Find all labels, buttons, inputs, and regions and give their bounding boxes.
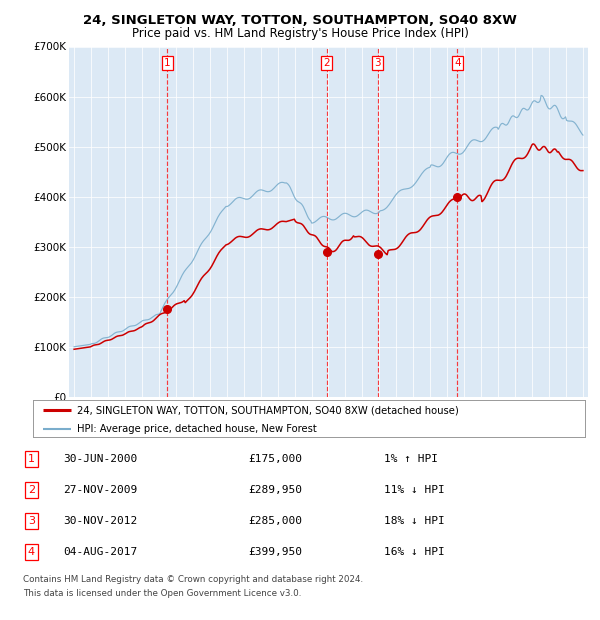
Text: HPI: Average price, detached house, New Forest: HPI: Average price, detached house, New … xyxy=(77,424,317,434)
Text: 30-JUN-2000: 30-JUN-2000 xyxy=(64,454,138,464)
Text: 3: 3 xyxy=(28,516,35,526)
Text: 24, SINGLETON WAY, TOTTON, SOUTHAMPTON, SO40 8XW (detached house): 24, SINGLETON WAY, TOTTON, SOUTHAMPTON, … xyxy=(77,405,459,415)
Text: 3: 3 xyxy=(374,58,381,68)
Text: 18% ↓ HPI: 18% ↓ HPI xyxy=(384,516,445,526)
Text: £285,000: £285,000 xyxy=(248,516,302,526)
Text: £399,950: £399,950 xyxy=(248,547,302,557)
Text: 2: 2 xyxy=(28,485,35,495)
Text: 2: 2 xyxy=(323,58,330,68)
Text: 4: 4 xyxy=(454,58,461,68)
Text: Contains HM Land Registry data © Crown copyright and database right 2024.: Contains HM Land Registry data © Crown c… xyxy=(23,575,363,585)
Text: 1: 1 xyxy=(164,58,170,68)
Text: 1: 1 xyxy=(28,454,35,464)
Text: 27-NOV-2009: 27-NOV-2009 xyxy=(64,485,138,495)
Text: 16% ↓ HPI: 16% ↓ HPI xyxy=(384,547,445,557)
Text: 11% ↓ HPI: 11% ↓ HPI xyxy=(384,485,445,495)
Text: Price paid vs. HM Land Registry's House Price Index (HPI): Price paid vs. HM Land Registry's House … xyxy=(131,27,469,40)
Text: 24, SINGLETON WAY, TOTTON, SOUTHAMPTON, SO40 8XW: 24, SINGLETON WAY, TOTTON, SOUTHAMPTON, … xyxy=(83,14,517,27)
Text: £175,000: £175,000 xyxy=(248,454,302,464)
Text: £289,950: £289,950 xyxy=(248,485,302,495)
Text: 1% ↑ HPI: 1% ↑ HPI xyxy=(384,454,438,464)
Text: 04-AUG-2017: 04-AUG-2017 xyxy=(64,547,138,557)
Text: 30-NOV-2012: 30-NOV-2012 xyxy=(64,516,138,526)
Text: This data is licensed under the Open Government Licence v3.0.: This data is licensed under the Open Gov… xyxy=(23,589,301,598)
Text: 4: 4 xyxy=(28,547,35,557)
